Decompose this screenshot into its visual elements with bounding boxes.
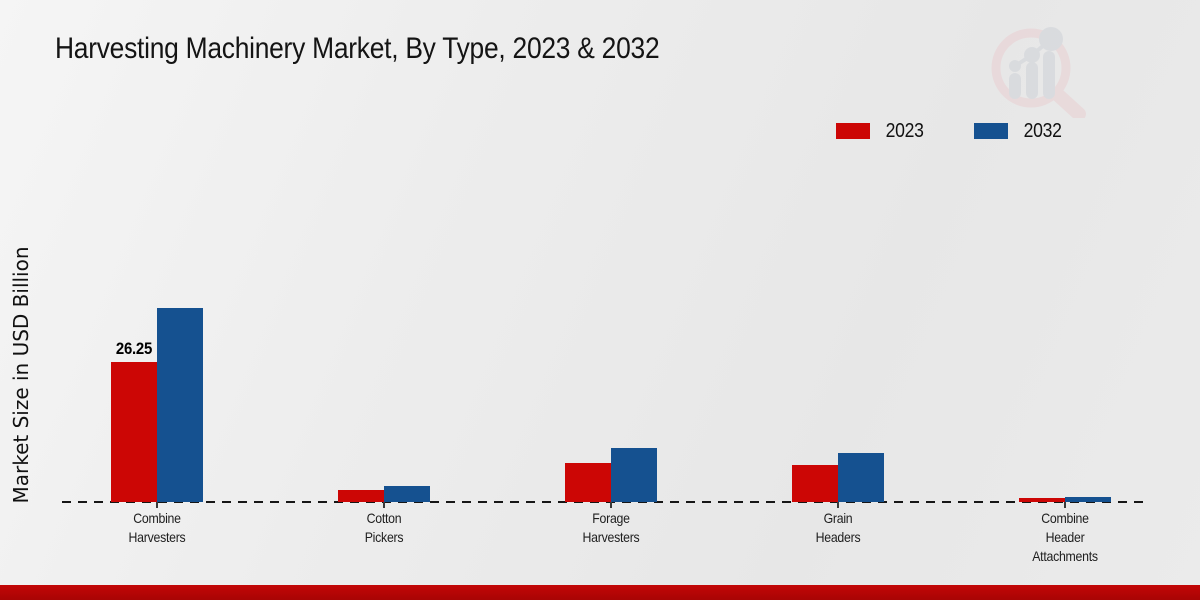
category-label-line: Pickers <box>364 529 404 545</box>
category-label-line: Combine <box>1041 510 1089 526</box>
bar-2023-2 <box>565 463 611 502</box>
category-label-line: Grain <box>823 510 853 526</box>
bar-2023-1 <box>338 490 384 502</box>
category-label-line: Harvesters <box>582 529 640 545</box>
bar-2023-4 <box>1019 498 1065 502</box>
legend-swatch-2023 <box>836 123 870 139</box>
legend-item-2032: 2032 <box>974 120 1064 143</box>
bar-2023-3 <box>792 465 838 502</box>
legend-swatch-2032 <box>974 123 1009 139</box>
category-label-3: Grain Headers <box>772 509 904 547</box>
category-label-line: Harvesters <box>128 529 186 545</box>
category-label-line: Cotton <box>366 510 402 526</box>
bar-2032-1 <box>384 486 430 502</box>
category-label-0: Combine Harvesters <box>91 509 223 547</box>
footer-accent-bar <box>0 585 1200 600</box>
x-tick-1 <box>383 502 385 508</box>
legend-item-2023: 2023 <box>836 120 926 143</box>
category-label-line: Headers <box>815 529 861 545</box>
x-tick-0 <box>156 502 158 508</box>
category-label-line: Attachments <box>1032 548 1098 564</box>
category-label-2: Forage Harvesters <box>545 509 677 547</box>
bar-2032-2 <box>611 448 657 502</box>
x-tick-3 <box>837 502 839 508</box>
legend-label-2023: 2023 <box>885 119 924 142</box>
category-label-4: Combine Header Attachments <box>999 509 1131 566</box>
x-axis-baseline <box>62 501 1150 503</box>
legend-label-2032: 2032 <box>1023 119 1062 142</box>
category-label-line: Combine <box>133 510 181 526</box>
category-label-line: Forage <box>592 510 630 526</box>
category-label-line: Header <box>1045 529 1085 545</box>
magnifier-growth-chart-logo <box>991 27 1086 118</box>
chart-title: Harvesting Machinery Market, By Type, 20… <box>55 32 660 65</box>
bar-value-label: 26.25 <box>115 339 153 358</box>
x-tick-2 <box>610 502 612 508</box>
legend: 2023 2032 <box>836 118 1065 144</box>
x-tick-4 <box>1064 502 1066 508</box>
bar-2023-0 <box>111 362 157 502</box>
category-label-1: Cotton Pickers <box>318 509 450 547</box>
bar-2032-0 <box>157 308 203 502</box>
bar-2032-4 <box>1065 497 1111 502</box>
bar-2032-3 <box>838 453 884 502</box>
